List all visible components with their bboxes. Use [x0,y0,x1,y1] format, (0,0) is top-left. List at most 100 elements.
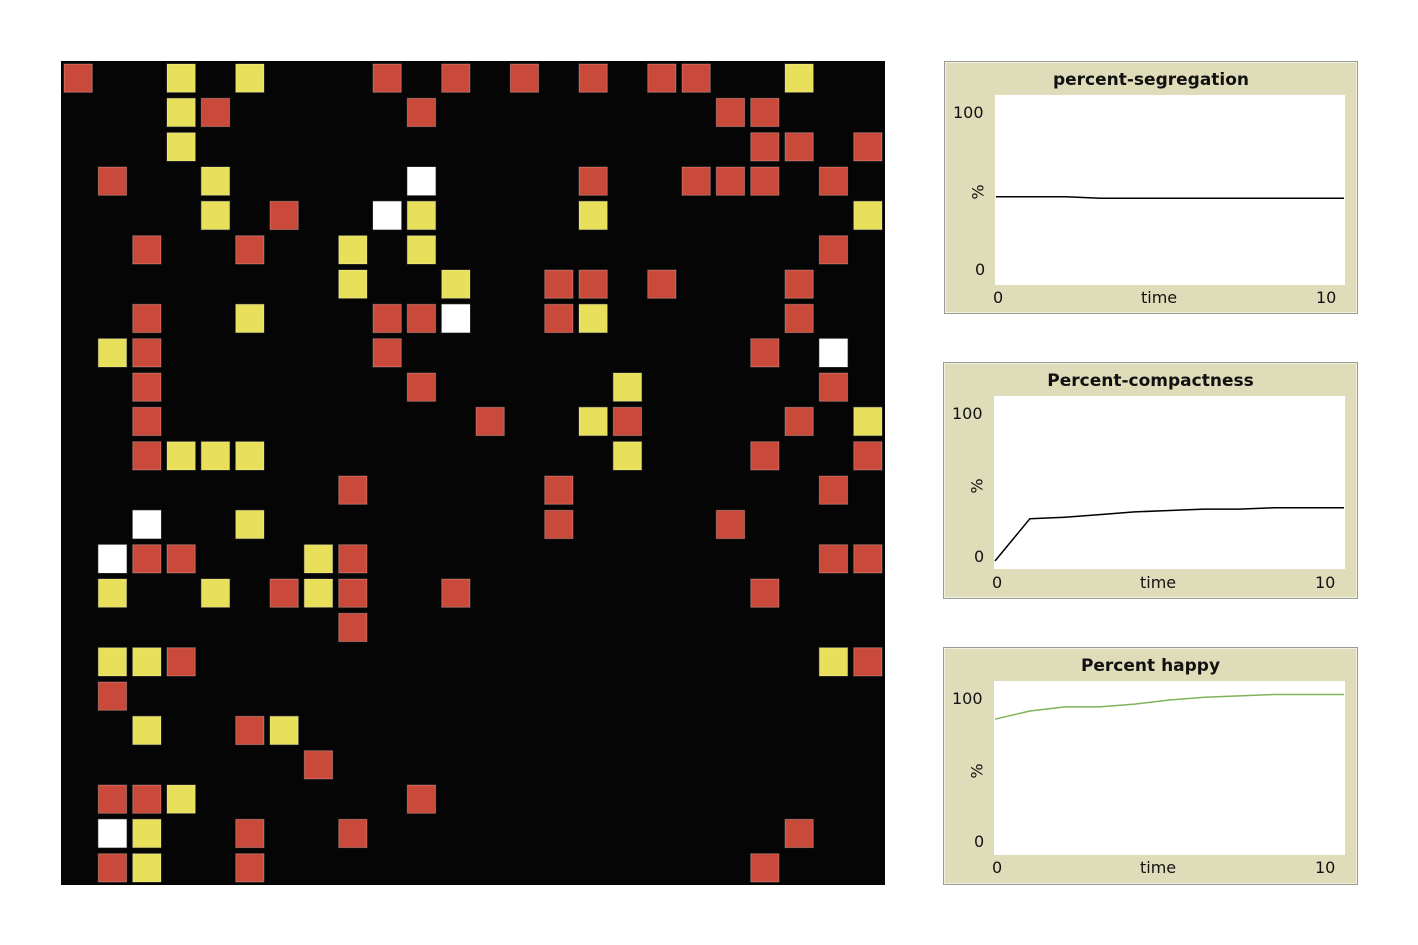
red-turtle [441,578,471,608]
yellow-turtle [303,578,334,608]
y-axis-label: % [967,478,987,494]
red-turtle [681,63,711,93]
world-view[interactable] [61,61,885,885]
red-turtle [544,509,574,540]
plot-pen-line [996,196,1344,200]
yellow-turtle [338,269,368,299]
red-turtle [750,578,780,608]
red-turtle [132,441,162,471]
red-turtle [372,303,402,334]
yellow-turtle [132,818,162,849]
yellow-turtle [406,200,437,231]
yellow-turtle [166,441,196,471]
yellow-turtle [853,200,883,231]
red-turtle [475,406,505,437]
white-turtle [818,338,849,368]
plot-area [995,95,1345,285]
red-turtle [784,818,814,849]
red-turtle [97,784,128,814]
red-turtle [647,63,677,93]
red-turtle [509,63,540,93]
yellow-turtle [166,132,196,162]
white-turtle [97,544,128,574]
red-turtle [612,406,643,437]
y-axis-label: % [968,184,988,200]
x-min-label: 0 [993,288,1004,307]
red-turtle [818,235,849,265]
red-turtle [818,372,849,402]
plot-area [994,681,1345,855]
red-turtle [818,544,849,574]
x-min-label: 0 [992,858,1003,877]
yellow-turtle [406,235,437,265]
yellow-turtle [166,63,196,93]
white-turtle [372,200,402,231]
yellow-turtle [269,715,299,746]
red-turtle [750,441,780,471]
red-turtle [853,647,883,677]
red-turtle [750,132,780,162]
y-max-label: 100 [952,404,983,423]
red-turtle [544,269,574,299]
red-turtle [406,784,437,814]
red-turtle [338,578,368,608]
red-turtle [132,372,162,402]
compactness-plot[interactable]: Percent-compactness 100 % 0 0 time 10 [943,362,1358,599]
y-min-label: 0 [974,547,985,566]
red-turtle [235,715,265,746]
red-turtle [132,544,162,574]
yellow-turtle [200,578,231,608]
yellow-turtle [612,372,643,402]
happy-plot[interactable]: Percent happy 100 % 0 0 time 10 [943,647,1358,885]
red-turtle [132,406,162,437]
red-turtle [97,853,128,883]
red-turtle [338,818,368,849]
red-turtle [269,578,299,608]
red-turtle [544,475,574,505]
yellow-turtle [303,544,334,574]
yellow-turtle [132,715,162,746]
red-turtle [784,269,814,299]
yellow-turtle [97,647,128,677]
red-turtle [818,166,849,196]
red-turtle [166,647,196,677]
white-turtle [132,509,162,540]
red-turtle [132,235,162,265]
red-turtle [63,63,93,93]
yellow-turtle [235,509,265,540]
yellow-turtle [578,303,608,334]
plot-pen-line [994,693,1344,720]
red-turtle [132,784,162,814]
yellow-turtle [166,97,196,128]
red-turtle [853,544,883,574]
world-patches [63,63,883,883]
yellow-turtle [200,441,231,471]
yellow-turtle [97,578,128,608]
red-turtle [784,406,814,437]
red-turtle [784,132,814,162]
red-turtle [97,166,128,196]
red-turtle [338,544,368,574]
plot-line-svg [994,507,1344,562]
red-turtle [235,853,265,883]
y-max-label: 100 [952,689,983,708]
red-turtle [750,166,780,196]
segregation-plot[interactable]: percent-segregation 100 % 0 0 time 10 [944,61,1358,314]
red-turtle [681,166,711,196]
red-turtle [372,338,402,368]
red-turtle [200,97,231,128]
yellow-turtle [235,441,265,471]
yellow-turtle [578,406,608,437]
y-max-label: 100 [953,103,984,122]
red-turtle [235,235,265,265]
red-turtle [784,303,814,334]
plot-line-svg [994,693,1344,720]
red-turtle [406,97,437,128]
yellow-turtle [338,235,368,265]
red-turtle [853,441,883,471]
x-axis-label: time [1140,858,1177,877]
red-turtle [750,853,780,883]
yellow-turtle [97,338,128,368]
red-turtle [97,681,128,711]
red-turtle [818,475,849,505]
